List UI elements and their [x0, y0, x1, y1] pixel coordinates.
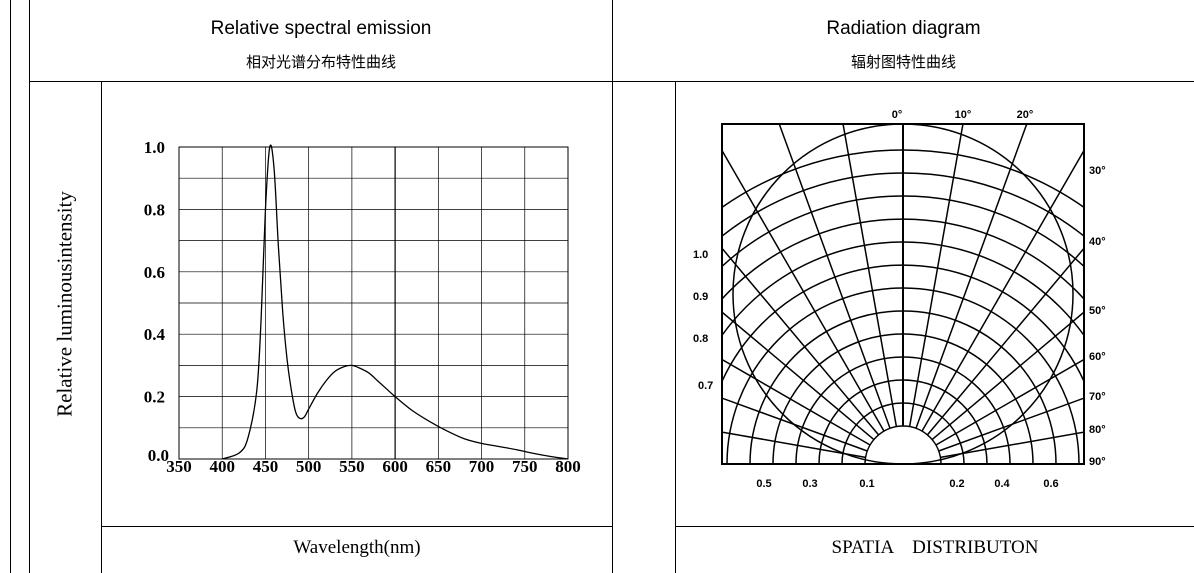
angle-label: 70°	[1089, 391, 1106, 403]
angle-label: 40°	[1089, 236, 1106, 248]
header-divider	[29, 81, 1194, 82]
y-tick-label: 0.0	[148, 446, 169, 465]
y-tick-label: 0.6	[144, 263, 165, 282]
polar-radial-line	[722, 148, 885, 432]
polar-radial-line	[722, 358, 871, 446]
polar-radial-line	[940, 431, 1084, 459]
right-footer-divider	[675, 526, 1194, 527]
polar-radial-line	[935, 358, 1084, 446]
polar-arc	[722, 172, 1084, 238]
polar-radial-line	[915, 124, 1028, 429]
y-tick-label: 0.8	[144, 200, 165, 219]
radiation-left-divider	[675, 82, 676, 573]
polar-radial-line	[938, 397, 1084, 452]
radiation-grid	[722, 124, 1084, 464]
x-tick-label: 400	[209, 457, 235, 476]
plot-frame	[178, 146, 569, 460]
polar-radial-line	[921, 148, 1084, 432]
radiation-subtitle: 辐射图特性曲线	[850, 53, 956, 71]
angle-label: 20°	[1017, 109, 1034, 121]
x-tick-label: 600	[382, 457, 408, 476]
angle-label: 60°	[1089, 351, 1106, 363]
y-tick-label: 1.0	[144, 138, 165, 157]
polar-radial-line	[722, 311, 875, 441]
y-tick-label: 0.4	[144, 325, 166, 344]
x-tick-label: 750	[512, 457, 538, 476]
radial-label: 0.9	[693, 291, 708, 303]
x-tick-label: 550	[339, 457, 365, 476]
x-tick-label: 350	[166, 457, 192, 476]
radial-label: 1.0	[693, 249, 708, 261]
y-axis-label-wrap: Relative luminousintensity	[30, 82, 101, 526]
x-tick-label: 800	[555, 457, 581, 476]
spectrum-line	[222, 144, 569, 460]
spectral-chart: 0.0 0.2 0.4 0.6 0.8 1.0 350 400 450 500 550 600 650 7…	[144, 138, 581, 476]
polar-radial-line	[926, 247, 1084, 436]
radiation-footer: SPATIA DISTRIBUTON	[831, 537, 1039, 558]
bottom-label: 0.3	[802, 478, 817, 490]
left-footer-divider	[101, 526, 612, 527]
y-axis-label: Relative luminousintensity	[52, 191, 77, 417]
radiation-title: Radiation diagram	[826, 18, 981, 39]
polar-radial-line	[908, 124, 964, 427]
left-edge-line	[10, 0, 11, 573]
x-tick-label: 650	[426, 457, 452, 476]
bottom-label: 0.4	[994, 478, 1010, 490]
polar-radial-line	[722, 431, 866, 459]
radiation-chart: 0° 10° 20° 30° 40° 50° 60° 70° 80° 90° 1.0 0.9 0.8 0.…	[693, 109, 1106, 490]
radial-label: 0.7	[698, 380, 713, 392]
angle-label: 90°	[1089, 456, 1106, 468]
x-tick-label: 700	[469, 457, 495, 476]
spectral-title: Relative spectral emission	[210, 18, 432, 39]
spectral-footer: Wavelength(nm)	[293, 537, 421, 558]
bottom-label: 0.6	[1043, 478, 1058, 490]
ylabel-divider	[101, 82, 102, 573]
radial-label: 0.8	[693, 333, 708, 345]
x-tick-label: 450	[253, 457, 279, 476]
angle-label: 30°	[1089, 165, 1106, 177]
angle-label: 80°	[1089, 424, 1106, 436]
polar-radial-line	[722, 247, 880, 436]
x-tick-label: 500	[296, 457, 322, 476]
polar-radial-line	[722, 397, 868, 452]
left-edge-line-2	[29, 0, 30, 573]
radiation-frame	[721, 123, 1085, 465]
y-tick-label: 0.2	[144, 388, 165, 407]
polar-radial-line	[778, 124, 891, 429]
polar-radial-line	[931, 311, 1084, 441]
bottom-label: 0.5	[756, 478, 771, 490]
center-divider	[612, 0, 613, 573]
polar-arc	[722, 149, 1084, 209]
angle-label: 0°	[892, 109, 903, 121]
bottom-label: 0.1	[859, 478, 874, 490]
spectral-subtitle: 相对光谱分布特性曲线	[245, 53, 396, 71]
bottom-label: 0.2	[949, 478, 964, 490]
pattern-circle	[732, 124, 1074, 464]
angle-label: 50°	[1089, 305, 1106, 317]
angle-label: 10°	[955, 109, 972, 121]
polar-radial-line	[842, 124, 898, 427]
